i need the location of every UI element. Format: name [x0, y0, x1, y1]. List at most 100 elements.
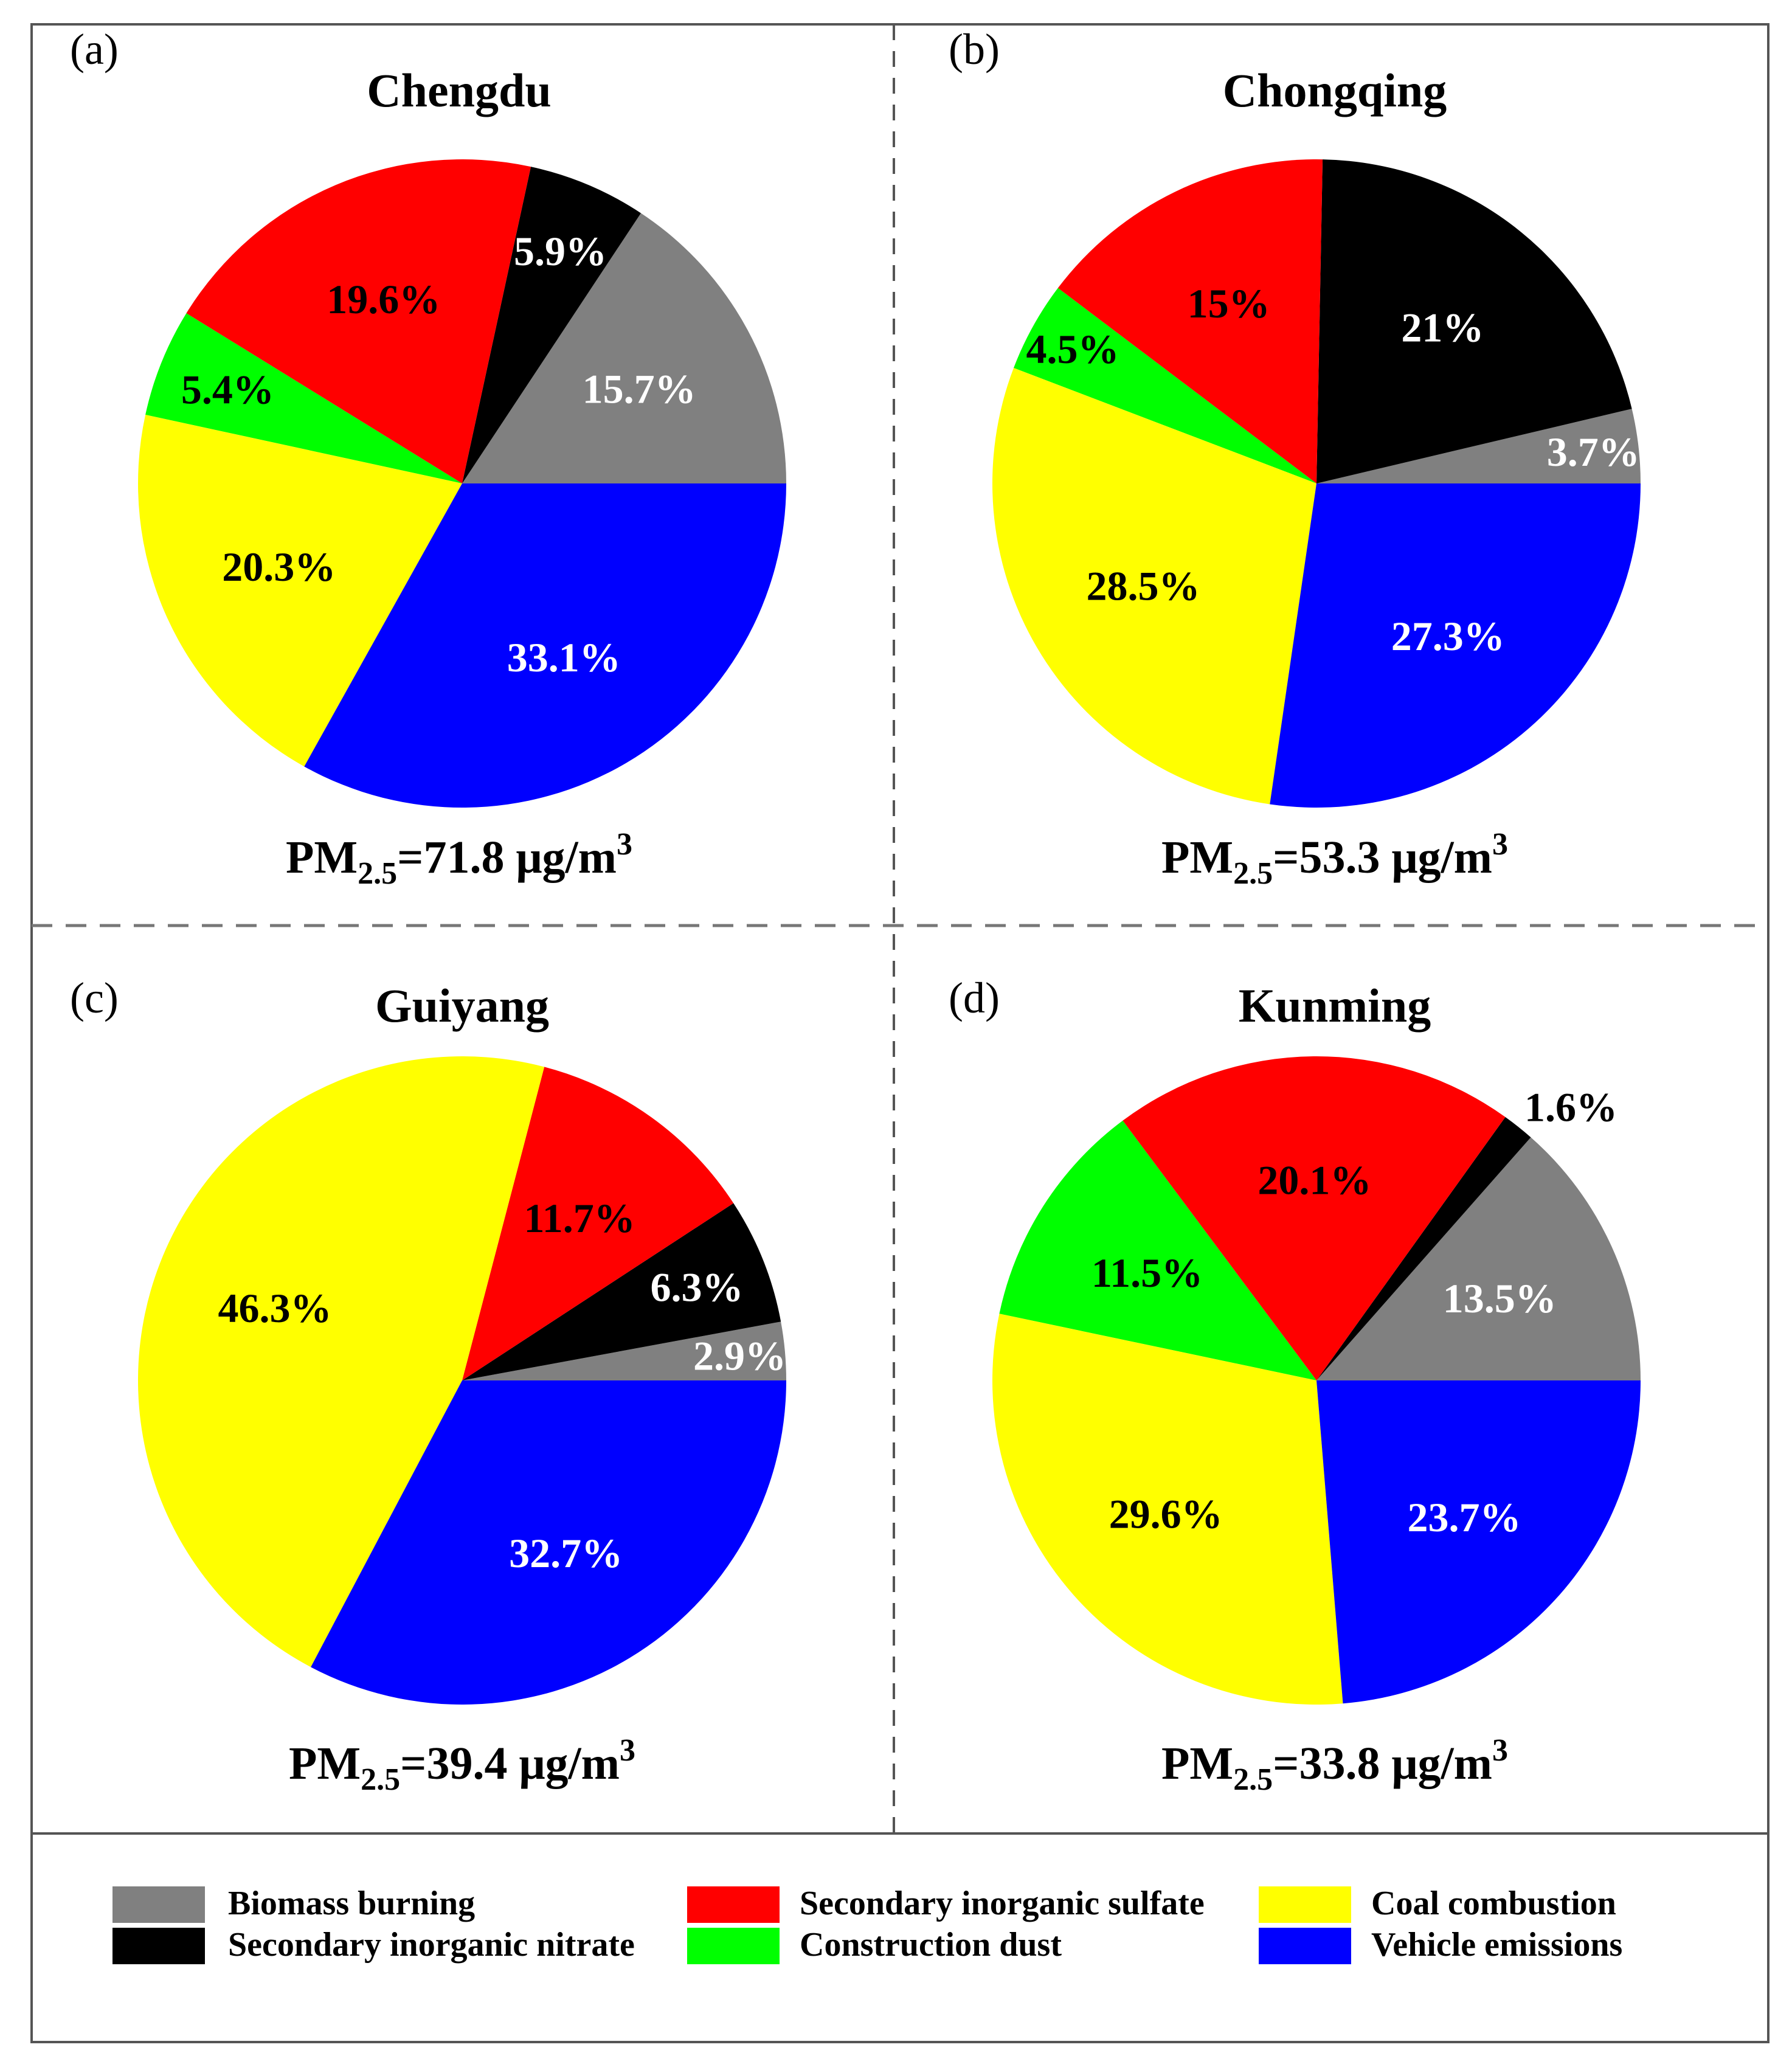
- pie-slice-construction-dust: [999, 1120, 1316, 1380]
- pm-value: =33.8 μg/m: [1273, 1738, 1492, 1789]
- pie-slice-vehicle-emissions: [304, 483, 786, 808]
- legend-swatch: [1259, 1928, 1351, 1964]
- slice-label-secondary-inorganic-sulfate: 19.6%: [327, 276, 440, 322]
- legend-item-coal-combustion: Coal combustion: [1259, 1885, 1616, 1923]
- pie-slice-coal-combustion: [137, 1056, 545, 1667]
- pm-superscript: 3: [1492, 827, 1508, 862]
- pie-slice-vehicle-emissions: [1270, 483, 1641, 808]
- pie-slice-biomass-burning: [462, 1321, 787, 1380]
- pie-slice-vehicle-emissions: [311, 1380, 787, 1705]
- pie-slice-construction-dust: [1014, 288, 1316, 483]
- pm25-concentration: PM2.5=53.3 μg/m3: [1161, 827, 1508, 891]
- pie-slice-secondary-inorganic-sulfate: [186, 159, 531, 484]
- slice-label-secondary-inorganic-sulfate: 15%: [1188, 280, 1270, 327]
- slice-label-secondary-inorganic-sulfate: 20.1%: [1258, 1157, 1371, 1203]
- pm25-concentration: PM2.5=71.8 μg/m3: [286, 827, 632, 891]
- slice-label-coal-combustion: 20.3%: [222, 544, 336, 590]
- pie-slice-secondary-inorganic-nitrate: [1316, 1117, 1531, 1380]
- legend: Biomass burning Secondary inorganic nitra…: [112, 1885, 1622, 1964]
- pie-slice-secondary-inorganic-nitrate: [1316, 159, 1632, 484]
- pie-slice-vehicle-emissions: [1316, 1380, 1641, 1704]
- pie-panel-guiyang: (c) Guiyang 2.9% 6.3% 11.7% 46.3% 32.7% PM2.5=3…: [70, 974, 787, 1797]
- panel-label: (b): [949, 25, 1000, 74]
- slice-label-coal-combustion: 46.3%: [218, 1285, 332, 1331]
- chart-title: Kunming: [1239, 979, 1431, 1032]
- legend-swatch: [687, 1928, 780, 1964]
- legend-label: Secondary inorganic nitrate: [228, 1926, 635, 1964]
- slice-label-secondary-inorganic-nitrate: 6.3%: [651, 1264, 744, 1310]
- chart-title: Chongqing: [1223, 64, 1447, 117]
- pm25-concentration: PM2.5=39.4 μg/m3: [289, 1733, 635, 1797]
- slice-label-coal-combustion: 28.5%: [1087, 563, 1200, 609]
- pie-slice-construction-dust: [145, 313, 462, 483]
- slice-label-biomass-burning: 3.7%: [1547, 429, 1640, 475]
- legend-item-secondary-inorganic-nitrate: Secondary inorganic nitrate: [112, 1926, 635, 1964]
- slice-label-secondary-inorganic-nitrate: 5.9%: [514, 228, 607, 274]
- pie-panel-chengdu: (a) Chengdu 15.7% 5.9% 19.6% 5.4% 20.3% 33.1% PM…: [70, 25, 786, 891]
- legend-label: Secondary inorganic sulfate: [800, 1885, 1205, 1922]
- slice-label-biomass-burning: 2.9%: [693, 1332, 786, 1379]
- legend-item-vehicle-emissions: Vehicle emissions: [1259, 1926, 1622, 1964]
- pm-subscript: 2.5: [1233, 856, 1273, 891]
- legend-label: Biomass burning: [228, 1885, 475, 1922]
- pie-slice-secondary-inorganic-nitrate: [462, 1203, 781, 1380]
- pie-slice-secondary-inorganic-sulfate: [462, 1067, 734, 1380]
- pm-prefix: PM: [1161, 832, 1233, 883]
- pie-slice-coal-combustion: [992, 368, 1316, 805]
- panel-label: (a): [70, 25, 119, 74]
- pie-slice-secondary-inorganic-nitrate: [462, 167, 642, 483]
- slice-label-vehicle-emissions: 27.3%: [1391, 613, 1505, 659]
- pm-value: =39.4 μg/m: [400, 1738, 620, 1789]
- pm-superscript: 3: [1492, 1733, 1508, 1768]
- slice-label-coal-combustion: 29.6%: [1109, 1491, 1223, 1537]
- pm-superscript: 3: [617, 827, 632, 862]
- pie-slice-coal-combustion: [138, 415, 463, 767]
- slice-label-construction-dust: 11.5%: [1091, 1250, 1203, 1296]
- legend-item-biomass-burning: Biomass burning: [112, 1885, 475, 1923]
- legend-label: Vehicle emissions: [1371, 1926, 1622, 1964]
- pie-slice-biomass-burning: [462, 213, 786, 483]
- legend-swatch: [687, 1886, 780, 1923]
- legend-item-construction-dust: Construction dust: [687, 1926, 1062, 1964]
- legend-swatch: [112, 1928, 205, 1964]
- pie-slice-secondary-inorganic-sulfate: [1057, 159, 1323, 483]
- slice-label-construction-dust: 5.4%: [181, 367, 274, 413]
- legend-swatch: [1259, 1886, 1351, 1923]
- slice-label-secondary-inorganic-nitrate: 1.6%: [1524, 1084, 1617, 1130]
- slice-label-secondary-inorganic-nitrate: 21%: [1401, 305, 1484, 351]
- pm25-concentration: PM2.5=33.8 μg/m3: [1161, 1733, 1508, 1797]
- slice-label-vehicle-emissions: 33.1%: [507, 634, 621, 680]
- legend-label: Construction dust: [800, 1926, 1062, 1964]
- slice-label-construction-dust: 4.5%: [1026, 326, 1119, 372]
- pm-value: =71.8 μg/m: [397, 832, 617, 883]
- pm-prefix: PM: [289, 1738, 361, 1789]
- chart-title: Chengdu: [367, 64, 551, 117]
- pm-subscript: 2.5: [361, 1762, 400, 1797]
- pm-superscript: 3: [620, 1733, 635, 1768]
- panel-label: (d): [949, 974, 1000, 1022]
- panel-label: (c): [70, 974, 119, 1022]
- slice-label-biomass-burning: 15.7%: [583, 366, 696, 412]
- slice-label-vehicle-emissions: 32.7%: [509, 1530, 623, 1576]
- pie-slice-secondary-inorganic-sulfate: [1123, 1056, 1506, 1380]
- slice-labels: 3.7% 21% 15% 4.5% 28.5% 27.3%: [1026, 280, 1640, 659]
- pm-prefix: PM: [286, 832, 358, 883]
- legend-swatch: [112, 1886, 205, 1923]
- pm-prefix: PM: [1161, 1738, 1233, 1789]
- pie-panel-kunming: (d) Kunming 13.5% 1.6% 20.1% 11.5% 29.6% 23.7% P…: [949, 974, 1641, 1797]
- pie-slice-biomass-burning: [1316, 1137, 1641, 1380]
- pm-subscript: 2.5: [1233, 1762, 1273, 1797]
- slice-label-secondary-inorganic-sulfate: 11.7%: [524, 1195, 635, 1241]
- legend-item-secondary-inorganic-sulfate: Secondary inorganic sulfate: [687, 1885, 1205, 1923]
- slice-label-biomass-burning: 13.5%: [1443, 1275, 1557, 1321]
- legend-label: Coal combustion: [1371, 1885, 1616, 1922]
- slice-labels: 2.9% 6.3% 11.7% 46.3% 32.7%: [218, 1195, 787, 1576]
- pie-panel-chongqing: (b) Chongqing 3.7% 21% 15% 4.5% 28.5% 27.3% PM2.…: [949, 25, 1641, 891]
- slice-labels: 13.5% 1.6% 20.1% 11.5% 29.6% 23.7%: [1091, 1084, 1617, 1540]
- pie-slice-biomass-burning: [1316, 409, 1641, 483]
- pm-value: =53.3 μg/m: [1273, 832, 1492, 883]
- pm-subscript: 2.5: [358, 856, 397, 891]
- chart-title: Guiyang: [375, 979, 549, 1032]
- pie-slice-coal-combustion: [992, 1314, 1343, 1705]
